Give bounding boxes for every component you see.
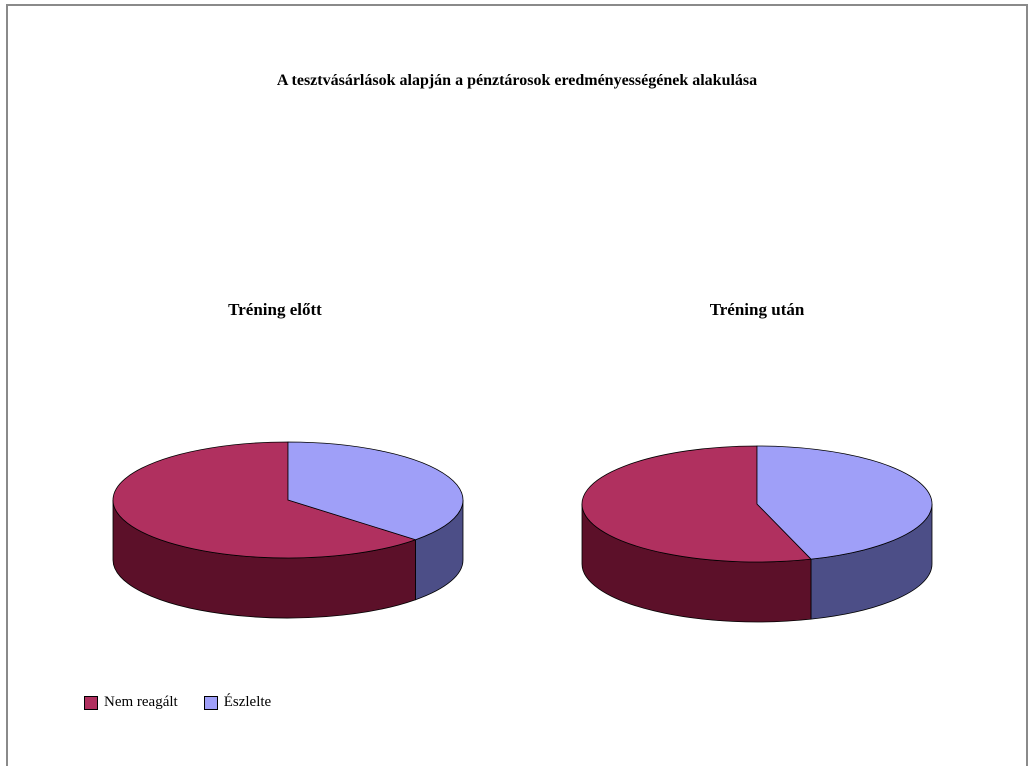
legend: Nem reagált Észlelte	[84, 694, 297, 711]
legend-item-eszlelte: Észlelte	[203, 694, 272, 711]
legend-label-nem-reagalt: Nem reagált	[104, 694, 178, 710]
legend-swatch-eszlelte	[203, 695, 218, 710]
pie-title-after: Tréning után	[709, 300, 805, 319]
legend-item-nem-reagalt: Nem reagált	[84, 694, 178, 711]
pie-slice-eszlelte	[756, 445, 933, 560]
legend-label-eszlelte: Észlelte	[223, 694, 272, 710]
legend-swatch-nem-reagalt	[84, 695, 98, 710]
pie-before	[112, 441, 464, 619]
pie-slice-nem-reagalt	[112, 441, 417, 559]
pie-after	[581, 445, 933, 623]
pie-title-before: Tréning előtt	[228, 300, 322, 319]
chart-title: A tesztvásárlások alapján a pénztárosok …	[276, 72, 758, 89]
pie-slice-nem-reagalt	[581, 445, 812, 563]
chart-frame	[6, 4, 1028, 766]
pie-slice-eszlelte	[287, 441, 464, 541]
